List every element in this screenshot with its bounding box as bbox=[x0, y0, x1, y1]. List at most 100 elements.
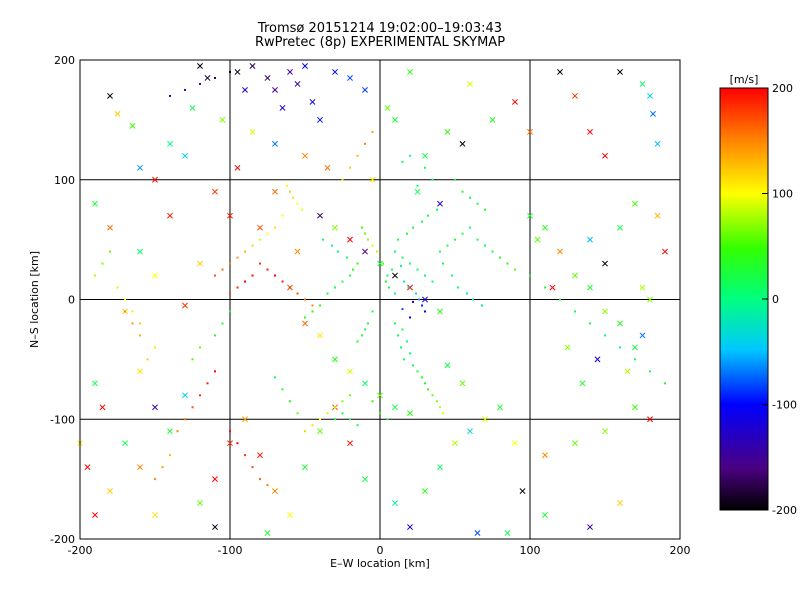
data-point-x bbox=[92, 380, 98, 387]
data-point-x bbox=[527, 128, 533, 135]
data-point-x bbox=[407, 69, 413, 75]
data-point-dot bbox=[400, 264, 402, 267]
data-point-dot bbox=[364, 328, 366, 331]
data-point-dot bbox=[439, 406, 441, 409]
data-point-x bbox=[632, 344, 638, 351]
data-point-x bbox=[587, 524, 593, 530]
data-point-dot bbox=[341, 412, 344, 415]
data-point-x bbox=[152, 512, 158, 519]
data-point-dot bbox=[311, 424, 314, 427]
data-point-x bbox=[302, 152, 308, 159]
data-point-dot bbox=[412, 226, 414, 229]
data-point-dot bbox=[427, 214, 429, 217]
data-point-dot bbox=[427, 388, 429, 391]
data-point-dot bbox=[124, 298, 126, 301]
data-point-dot bbox=[161, 466, 164, 469]
data-point-dot bbox=[169, 454, 171, 457]
data-point-dot bbox=[424, 274, 426, 277]
data-point-x bbox=[272, 188, 278, 195]
y-tick-label: 100 bbox=[54, 174, 75, 187]
data-point-x bbox=[377, 260, 383, 267]
data-point-x bbox=[587, 128, 593, 135]
data-point-x bbox=[384, 104, 391, 111]
data-point-x bbox=[362, 86, 368, 93]
data-point-dot bbox=[514, 268, 516, 271]
data-point-x bbox=[617, 224, 623, 231]
data-point-x bbox=[639, 332, 646, 339]
data-point-x bbox=[92, 512, 98, 519]
data-point-dot bbox=[382, 262, 384, 265]
data-point-dot bbox=[386, 418, 389, 421]
data-point-x bbox=[99, 404, 106, 411]
data-point-x bbox=[317, 332, 323, 339]
data-point-dot bbox=[421, 376, 423, 379]
data-point-dot bbox=[304, 316, 306, 319]
data-point-dot bbox=[146, 358, 149, 361]
data-point-x bbox=[437, 308, 443, 315]
data-point-dot bbox=[176, 430, 179, 433]
chart-subtitle: RwPretec (8p) EXPERIMENTAL SKYMAP bbox=[254, 35, 506, 50]
data-point-x bbox=[497, 404, 503, 411]
data-point-x bbox=[519, 488, 526, 495]
data-point-dot bbox=[401, 256, 404, 259]
data-point-dot bbox=[371, 130, 374, 133]
data-point-dot bbox=[446, 244, 449, 247]
data-point-dot bbox=[356, 262, 359, 265]
data-point-dot bbox=[469, 226, 471, 229]
x-axis-ticks: -200 -100 0 100 200 bbox=[68, 544, 691, 557]
data-point-x bbox=[662, 248, 668, 255]
data-point-x bbox=[152, 272, 158, 279]
data-point-dot bbox=[346, 256, 348, 259]
data-point-x bbox=[489, 116, 496, 123]
data-point-dot bbox=[221, 322, 224, 325]
data-point-x bbox=[272, 140, 278, 147]
data-point-dot bbox=[431, 178, 434, 181]
data-point-x bbox=[572, 272, 578, 279]
data-point-x bbox=[624, 368, 631, 375]
data-point-dot bbox=[154, 346, 156, 349]
data-point-dot bbox=[319, 304, 321, 307]
data-point-dot bbox=[326, 292, 329, 295]
data-point-dot bbox=[322, 238, 324, 241]
colorbar-gradient bbox=[719, 87, 769, 511]
chart-title: Tromsø 20151214 19:02:00–19:03:43 bbox=[257, 21, 503, 36]
data-point-x bbox=[182, 302, 188, 309]
data-point-dot bbox=[244, 454, 246, 457]
data-point-dot bbox=[401, 328, 404, 331]
data-point-dot bbox=[229, 262, 231, 265]
colorbar-tick-label: 0 bbox=[772, 293, 779, 306]
data-point-x bbox=[587, 236, 593, 243]
data-point-dot bbox=[349, 418, 351, 421]
data-point-x bbox=[234, 69, 241, 75]
data-point-dot bbox=[401, 160, 404, 163]
data-point-dot bbox=[484, 244, 486, 247]
data-point-x bbox=[437, 200, 443, 207]
data-point-x bbox=[407, 284, 413, 291]
data-point-dot bbox=[349, 166, 351, 169]
data-point-x bbox=[579, 380, 586, 387]
data-point-dot bbox=[506, 262, 509, 265]
data-point-dot bbox=[476, 202, 479, 205]
data-point-dot bbox=[436, 208, 438, 211]
data-point-dot bbox=[412, 300, 414, 303]
data-point-dot bbox=[101, 262, 104, 265]
data-point-dot bbox=[356, 424, 359, 427]
data-point-dot bbox=[109, 250, 111, 253]
data-point-x bbox=[309, 98, 316, 105]
data-point-dot bbox=[472, 298, 474, 301]
data-point-x bbox=[317, 116, 323, 123]
data-point-dot bbox=[604, 334, 606, 337]
data-point-x bbox=[549, 284, 556, 291]
data-point-dot bbox=[259, 478, 261, 481]
data-point-x bbox=[197, 500, 203, 507]
data-point-dot bbox=[367, 322, 369, 325]
data-point-dot bbox=[206, 382, 209, 385]
data-point-dot bbox=[94, 274, 96, 277]
data-point-dot bbox=[184, 88, 186, 91]
data-point-dot bbox=[409, 352, 411, 355]
data-point-dot bbox=[439, 250, 441, 253]
data-point-x bbox=[272, 86, 278, 93]
data-point-x bbox=[369, 176, 376, 183]
data-point-dot bbox=[199, 82, 201, 85]
data-point-dot bbox=[296, 292, 299, 295]
